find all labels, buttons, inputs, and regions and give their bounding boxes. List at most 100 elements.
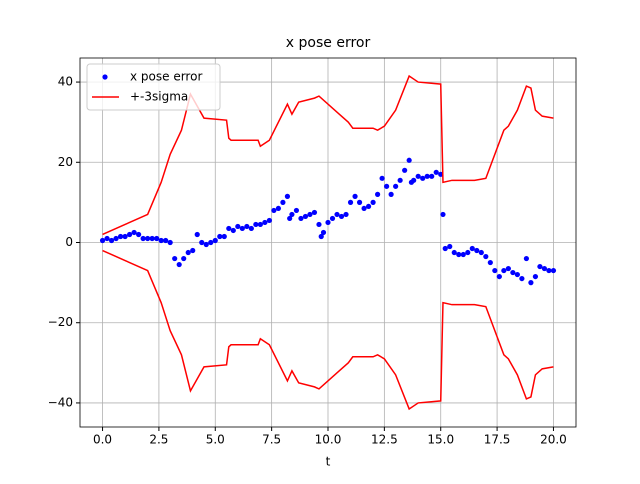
- data-point: [451, 249, 457, 256]
- data-point: [248, 225, 254, 232]
- data-point: [163, 237, 169, 244]
- data-point: [393, 183, 399, 189]
- x-tick-label: 10.0: [315, 433, 342, 447]
- data-point: [375, 191, 381, 197]
- data-point: [122, 233, 128, 240]
- x-tick-label: 17.5: [484, 433, 511, 447]
- y-tick-label: 40: [58, 75, 73, 89]
- data-point: [483, 253, 489, 260]
- data-point: [456, 251, 462, 258]
- data-point: [194, 231, 200, 238]
- data-point: [338, 213, 345, 220]
- data-point: [397, 177, 403, 183]
- data-point: [293, 207, 300, 214]
- sigma-line: [102, 249, 554, 411]
- data-point: [136, 231, 142, 238]
- data-point: [289, 211, 295, 218]
- data-point: [510, 269, 516, 276]
- data-point: [550, 267, 557, 274]
- data-point: [298, 215, 304, 222]
- x-tick-label: 7.5: [262, 433, 281, 447]
- data-point: [149, 235, 155, 242]
- data-point: [474, 247, 480, 254]
- data-point: [532, 273, 539, 280]
- data-point: [145, 235, 151, 242]
- chart-title: x pose error: [286, 35, 371, 51]
- data-point: [318, 233, 324, 240]
- legend-box: [86, 63, 221, 111]
- data-point: [280, 199, 286, 205]
- data-point: [172, 255, 178, 262]
- data-point: [113, 235, 119, 242]
- data-point: [334, 211, 340, 218]
- data-point: [230, 227, 236, 234]
- legend-label: x pose error: [130, 70, 202, 84]
- data-point: [140, 235, 146, 242]
- data-point: [262, 219, 268, 226]
- data-point: [127, 231, 133, 238]
- y-tick-label: −40: [48, 395, 73, 409]
- data-point: [519, 275, 525, 282]
- x-axis-label: t: [326, 455, 331, 469]
- data-point: [388, 191, 394, 197]
- data-point: [420, 175, 426, 181]
- data-point: [217, 233, 223, 240]
- x-tick-label: 0.0: [93, 433, 112, 447]
- legend-label: +-3sigma: [130, 90, 188, 104]
- data-point: [190, 247, 196, 254]
- data-point: [384, 183, 390, 189]
- data-point: [307, 211, 313, 218]
- data-point: [402, 167, 408, 173]
- data-point: [343, 211, 349, 218]
- data-point: [442, 245, 448, 252]
- data-point: [131, 229, 137, 236]
- data-point: [496, 273, 502, 280]
- data-point: [465, 249, 471, 256]
- data-point: [492, 267, 498, 274]
- data-point: [266, 217, 272, 224]
- x-tick-label: 20.0: [540, 433, 567, 447]
- data-point: [433, 169, 439, 175]
- data-point: [541, 265, 548, 272]
- data-point: [505, 265, 511, 272]
- data-point: [226, 225, 232, 232]
- data-point: [447, 243, 453, 250]
- data-point: [239, 225, 245, 232]
- data-point: [221, 233, 227, 240]
- data-point: [415, 173, 421, 179]
- data-point: [440, 211, 446, 218]
- data-point: [257, 221, 263, 228]
- data-point: [287, 215, 293, 222]
- data-point: [167, 239, 173, 246]
- data-point: [108, 237, 115, 244]
- data-point: [320, 229, 327, 236]
- legend-marker: [102, 74, 108, 80]
- data-point: [203, 241, 209, 248]
- data-point: [104, 235, 110, 242]
- data-point: [212, 237, 218, 244]
- data-point: [271, 207, 277, 214]
- data-point: [478, 249, 484, 256]
- data-point: [199, 239, 205, 246]
- y-tick-label: 0: [65, 235, 73, 249]
- data-point: [406, 157, 412, 163]
- data-point: [244, 223, 250, 230]
- data-point: [501, 267, 507, 274]
- data-point: [528, 280, 534, 286]
- data-point: [117, 233, 124, 240]
- x-tick-label: 12.5: [371, 433, 398, 447]
- y-tick-label: −20: [48, 315, 73, 329]
- data-point: [253, 221, 259, 228]
- data-point: [99, 237, 106, 244]
- data-point: [176, 261, 182, 268]
- plot-frame: [79, 57, 577, 428]
- data-point: [356, 199, 363, 205]
- data-point: [424, 173, 430, 179]
- data-point: [514, 271, 520, 278]
- data-point: [158, 237, 164, 244]
- data-point: [429, 173, 435, 179]
- data-point: [208, 239, 214, 246]
- x-tick-label: 15.0: [427, 433, 454, 447]
- data-point: [235, 223, 241, 230]
